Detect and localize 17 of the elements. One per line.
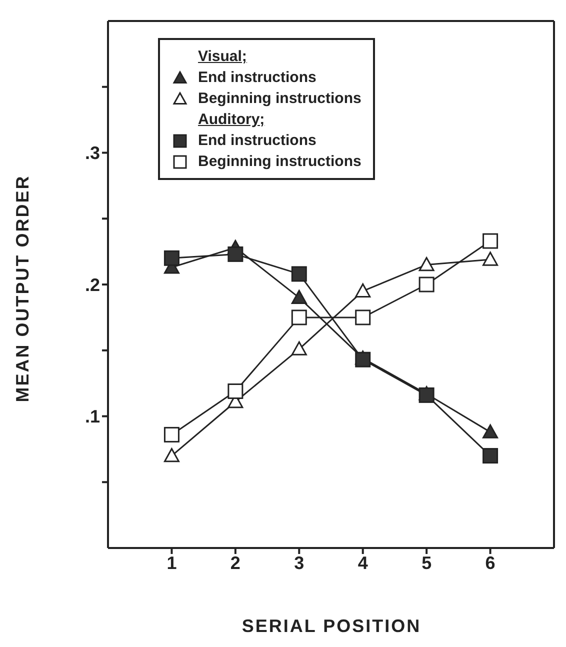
y-tick-label: .1 — [84, 406, 100, 427]
legend-label: End instructions — [198, 131, 316, 151]
annotation: Auditory; — [198, 110, 266, 130]
legend-label: Beginning instructions — [198, 89, 362, 109]
annotation: Visual; — [198, 47, 248, 67]
legend-label: End instructions — [198, 68, 316, 88]
x-tick-label: 6 — [485, 552, 496, 573]
x-tick-label: 5 — [422, 552, 432, 573]
x-axis-title: SERIAL POSITION — [240, 616, 422, 637]
x-tick-label: 2 — [230, 552, 240, 573]
y-tick-label: .2 — [84, 274, 100, 295]
x-tick-label: 4 — [358, 552, 368, 573]
legend-label: Beginning instructions — [198, 152, 362, 172]
x-tick-label: 3 — [294, 552, 304, 573]
x-tick-label: 1 — [166, 552, 177, 573]
y-tick-label: .3 — [84, 143, 100, 164]
y-axis-title: MEAN OUTPUT ORDER — [12, 174, 34, 402]
